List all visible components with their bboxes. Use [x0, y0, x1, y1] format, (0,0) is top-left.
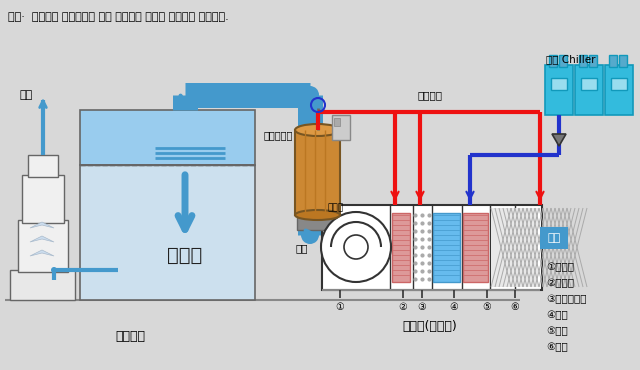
Ellipse shape	[295, 124, 340, 136]
Circle shape	[51, 267, 57, 273]
Bar	[297, 215, 338, 230]
Bar	[22, 175, 64, 223]
Circle shape	[321, 212, 391, 282]
Circle shape	[301, 226, 319, 244]
Bar	[545, 65, 573, 115]
Bar	[609, 55, 617, 67]
Bar	[579, 55, 587, 67]
Text: ②재가열: ②재가열	[546, 278, 574, 288]
Bar	[10, 270, 75, 300]
Bar	[581, 78, 597, 90]
Bar	[80, 110, 255, 165]
Bar	[549, 55, 557, 67]
Text: ⑥: ⑥	[511, 302, 520, 312]
Bar	[611, 78, 627, 90]
Bar	[619, 55, 627, 67]
Text: 배기: 배기	[20, 90, 33, 100]
Polygon shape	[30, 250, 54, 256]
Ellipse shape	[295, 210, 340, 220]
Bar	[80, 165, 255, 300]
Bar	[295, 130, 340, 215]
Text: ②: ②	[399, 302, 408, 312]
Text: ①송풍기: ①송풍기	[546, 262, 574, 272]
Polygon shape	[30, 222, 54, 228]
Bar	[551, 78, 567, 90]
Bar	[28, 155, 58, 177]
Bar	[322, 205, 542, 290]
Text: ③: ③	[418, 302, 426, 312]
Text: ④: ④	[450, 302, 458, 312]
Text: 외기: 외기	[547, 233, 561, 243]
Text: 증기배관: 증기배관	[417, 90, 442, 100]
Bar	[332, 115, 350, 140]
Polygon shape	[552, 134, 566, 146]
Text: ③증기가습기: ③증기가습기	[546, 294, 586, 304]
Text: ④냉각: ④냉각	[546, 310, 568, 320]
Bar	[575, 65, 603, 115]
Bar	[589, 55, 597, 67]
Text: ⑤예열: ⑤예열	[546, 326, 568, 336]
Text: 냉수 Chiller: 냉수 Chiller	[546, 54, 595, 64]
Text: 송풍기: 송풍기	[327, 203, 343, 212]
Circle shape	[301, 86, 319, 104]
Bar	[463, 213, 488, 282]
Text: 증기보일러: 증기보일러	[264, 130, 293, 140]
Text: ⑤: ⑤	[483, 302, 492, 312]
Bar	[491, 208, 538, 287]
Text: 급기: 급기	[296, 243, 308, 253]
Bar	[559, 55, 567, 67]
Text: 도장부스: 도장부스	[115, 330, 145, 343]
Text: 공조기(외조기): 공조기(외조기)	[403, 320, 458, 333]
Bar	[433, 213, 460, 282]
Bar	[392, 213, 410, 282]
Text: ①: ①	[335, 302, 344, 312]
Bar	[540, 227, 568, 249]
Bar	[334, 118, 340, 126]
Text: 도장실: 도장실	[168, 246, 203, 265]
Text: ⑥필터: ⑥필터	[546, 342, 568, 352]
Bar	[605, 65, 633, 115]
Polygon shape	[30, 236, 54, 242]
Text: 가열·  가습에는 보일러등에 의한 증기외의 것들이 사용되어 왔습니다.: 가열· 가습에는 보일러등에 의한 증기외의 것들이 사용되어 왔습니다.	[8, 12, 228, 22]
Bar	[18, 220, 68, 272]
